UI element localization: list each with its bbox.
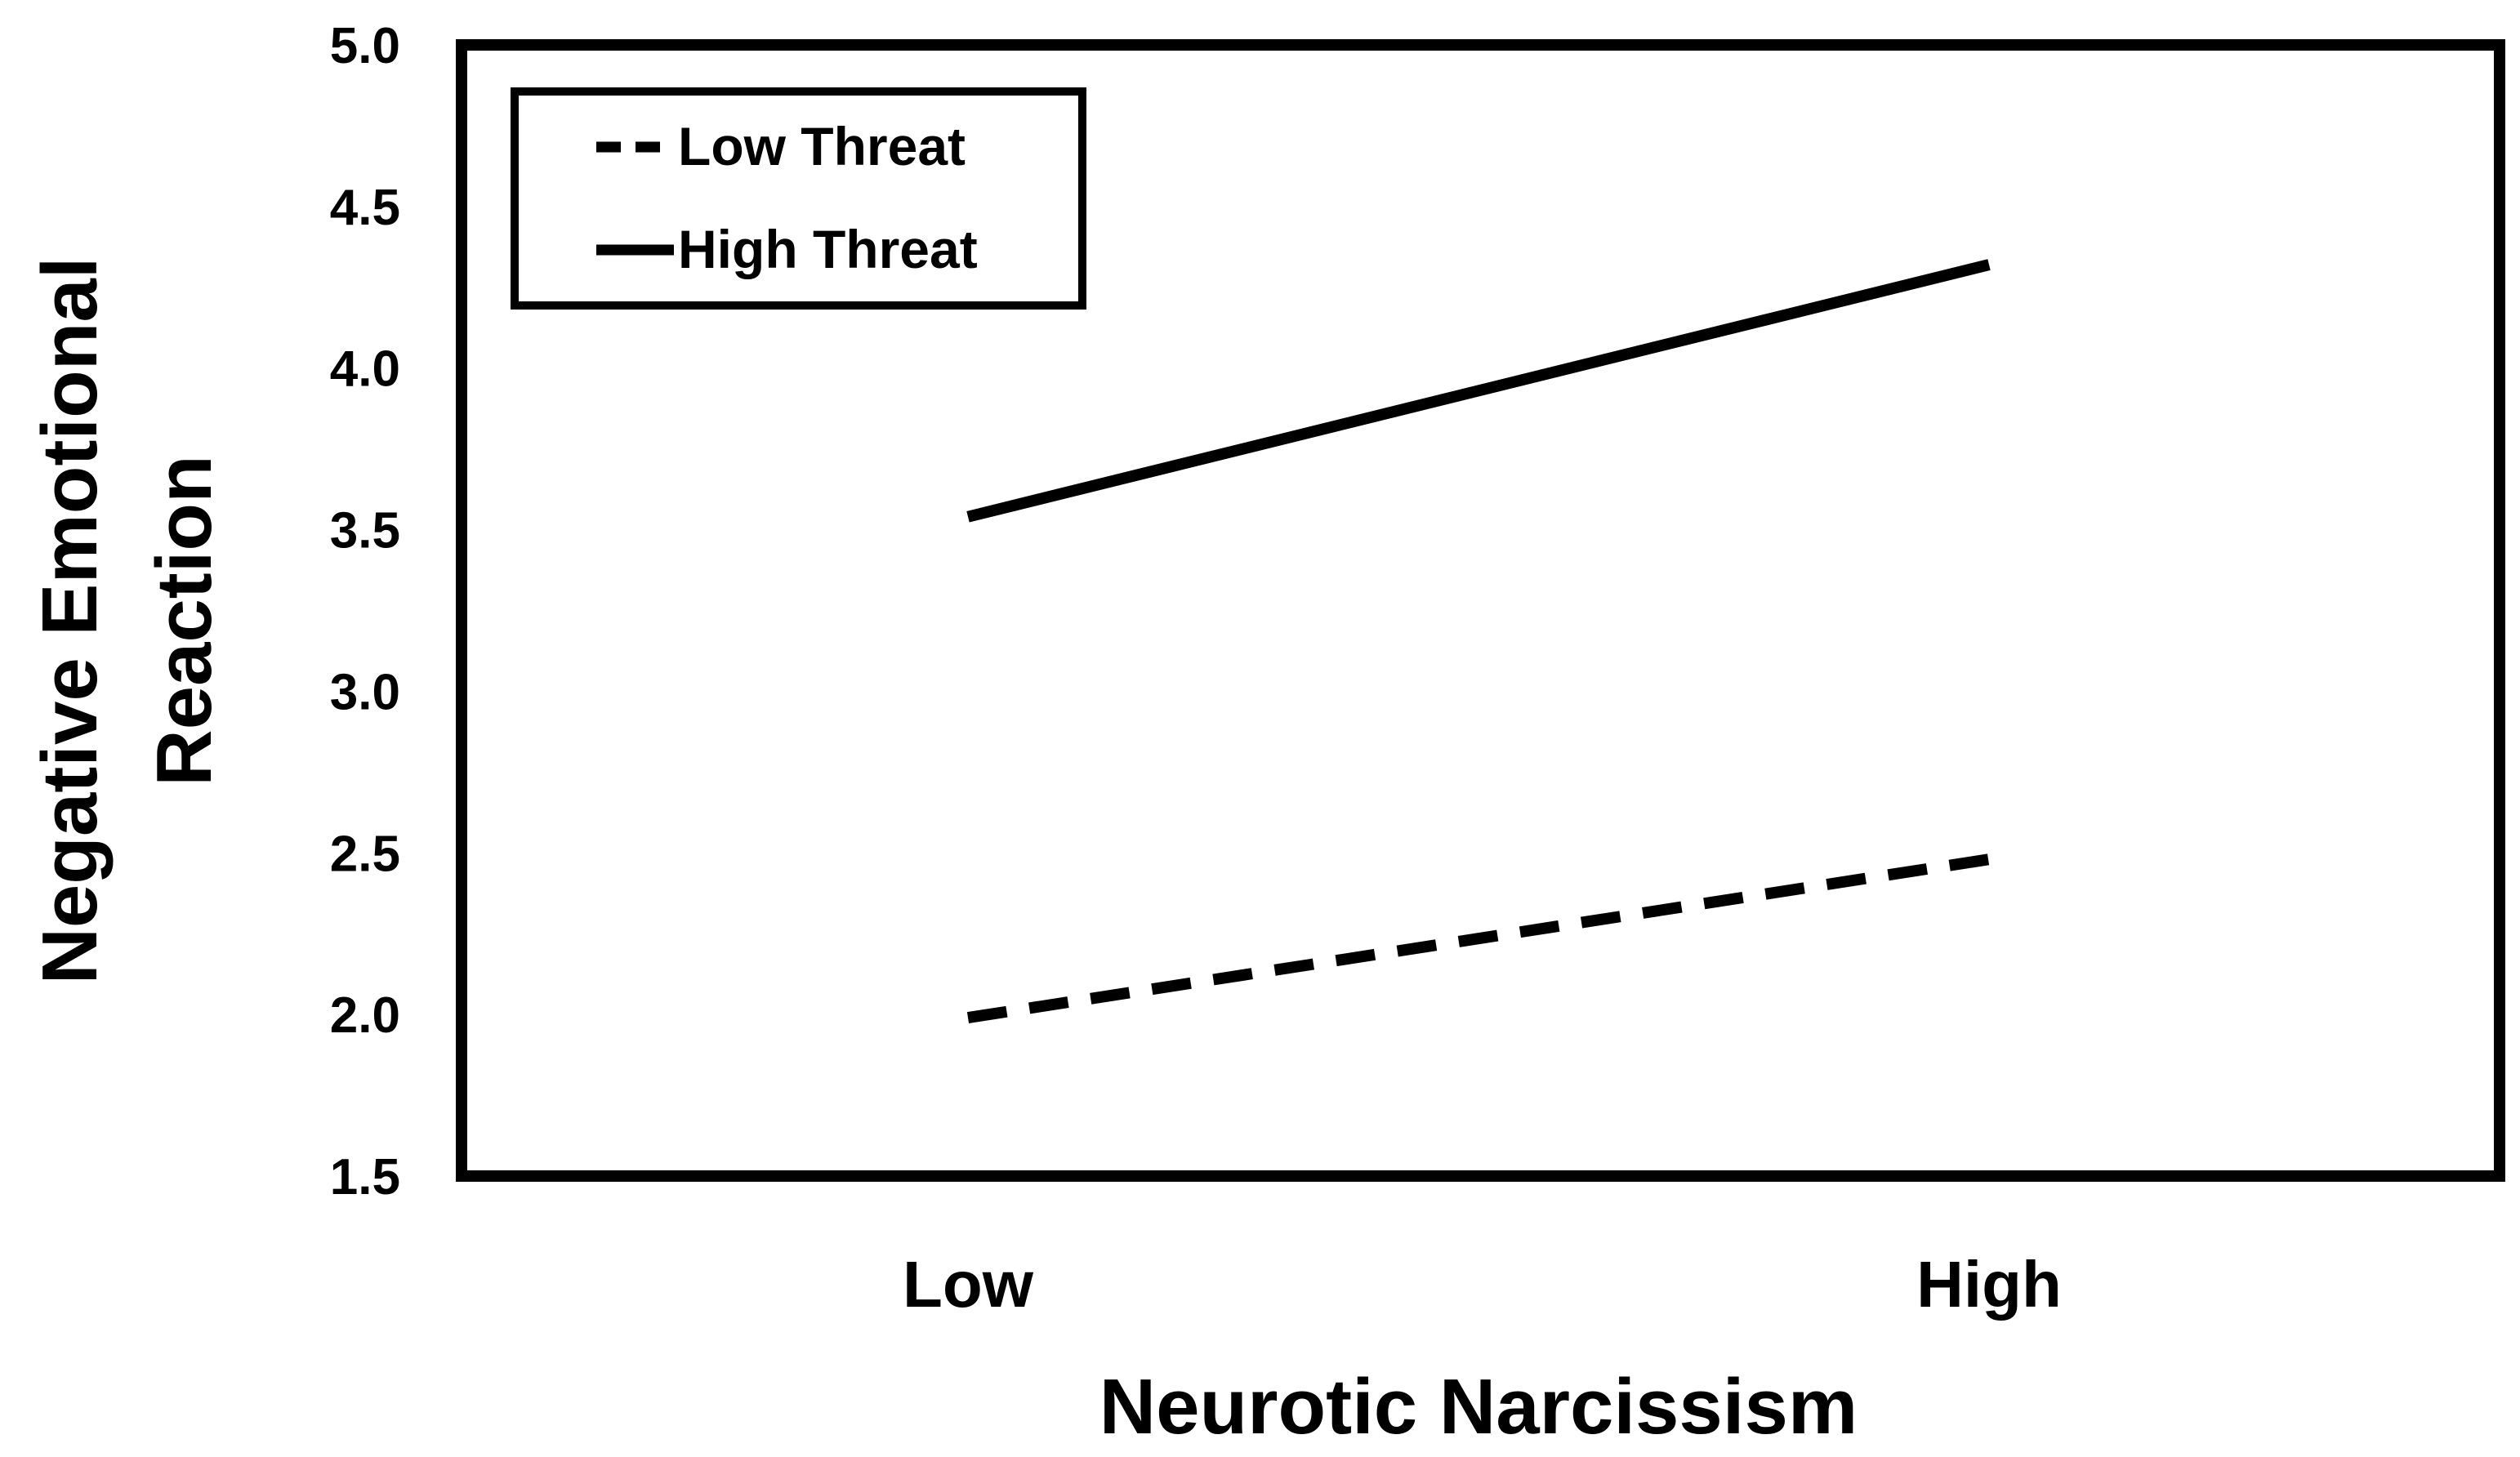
legend-box <box>511 87 1086 310</box>
y-tick-label: 2.5 <box>330 826 400 882</box>
y-tick-label: 3.5 <box>330 503 400 559</box>
legend: Low Threat High Threat <box>511 87 1086 310</box>
series-line-low-threat <box>966 853 1991 1024</box>
x-axis-tick-labels: Low High <box>903 1248 2062 1321</box>
y-tick-label: 5.0 <box>330 18 400 74</box>
x-tick-label: Low <box>903 1248 1034 1321</box>
legend-label-low-threat: Low Threat <box>678 116 966 176</box>
y-tick-label: 1.5 <box>330 1149 400 1205</box>
y-tick-label: 4.0 <box>330 341 400 398</box>
y-axis-title-line-2: Reaction <box>140 455 228 786</box>
series-lines <box>966 259 1991 1024</box>
x-tick-label: High <box>1916 1248 2062 1321</box>
y-tick-label: 2.0 <box>330 987 400 1044</box>
y-tick-label: 3.0 <box>330 664 400 720</box>
y-axis-tick-labels: 1.5 2.0 2.5 3.0 3.5 4.0 4.5 5.0 <box>330 18 400 1205</box>
plot-area-frame <box>456 39 2505 1182</box>
series-line-high-threat <box>966 259 1991 523</box>
y-tick-label: 4.5 <box>330 180 400 236</box>
legend-label-high-threat: High Threat <box>678 219 978 279</box>
x-axis-title: Neurotic Narcissism <box>1099 1363 1858 1450</box>
y-axis-title-line-1: Negative Emotional <box>26 257 114 985</box>
